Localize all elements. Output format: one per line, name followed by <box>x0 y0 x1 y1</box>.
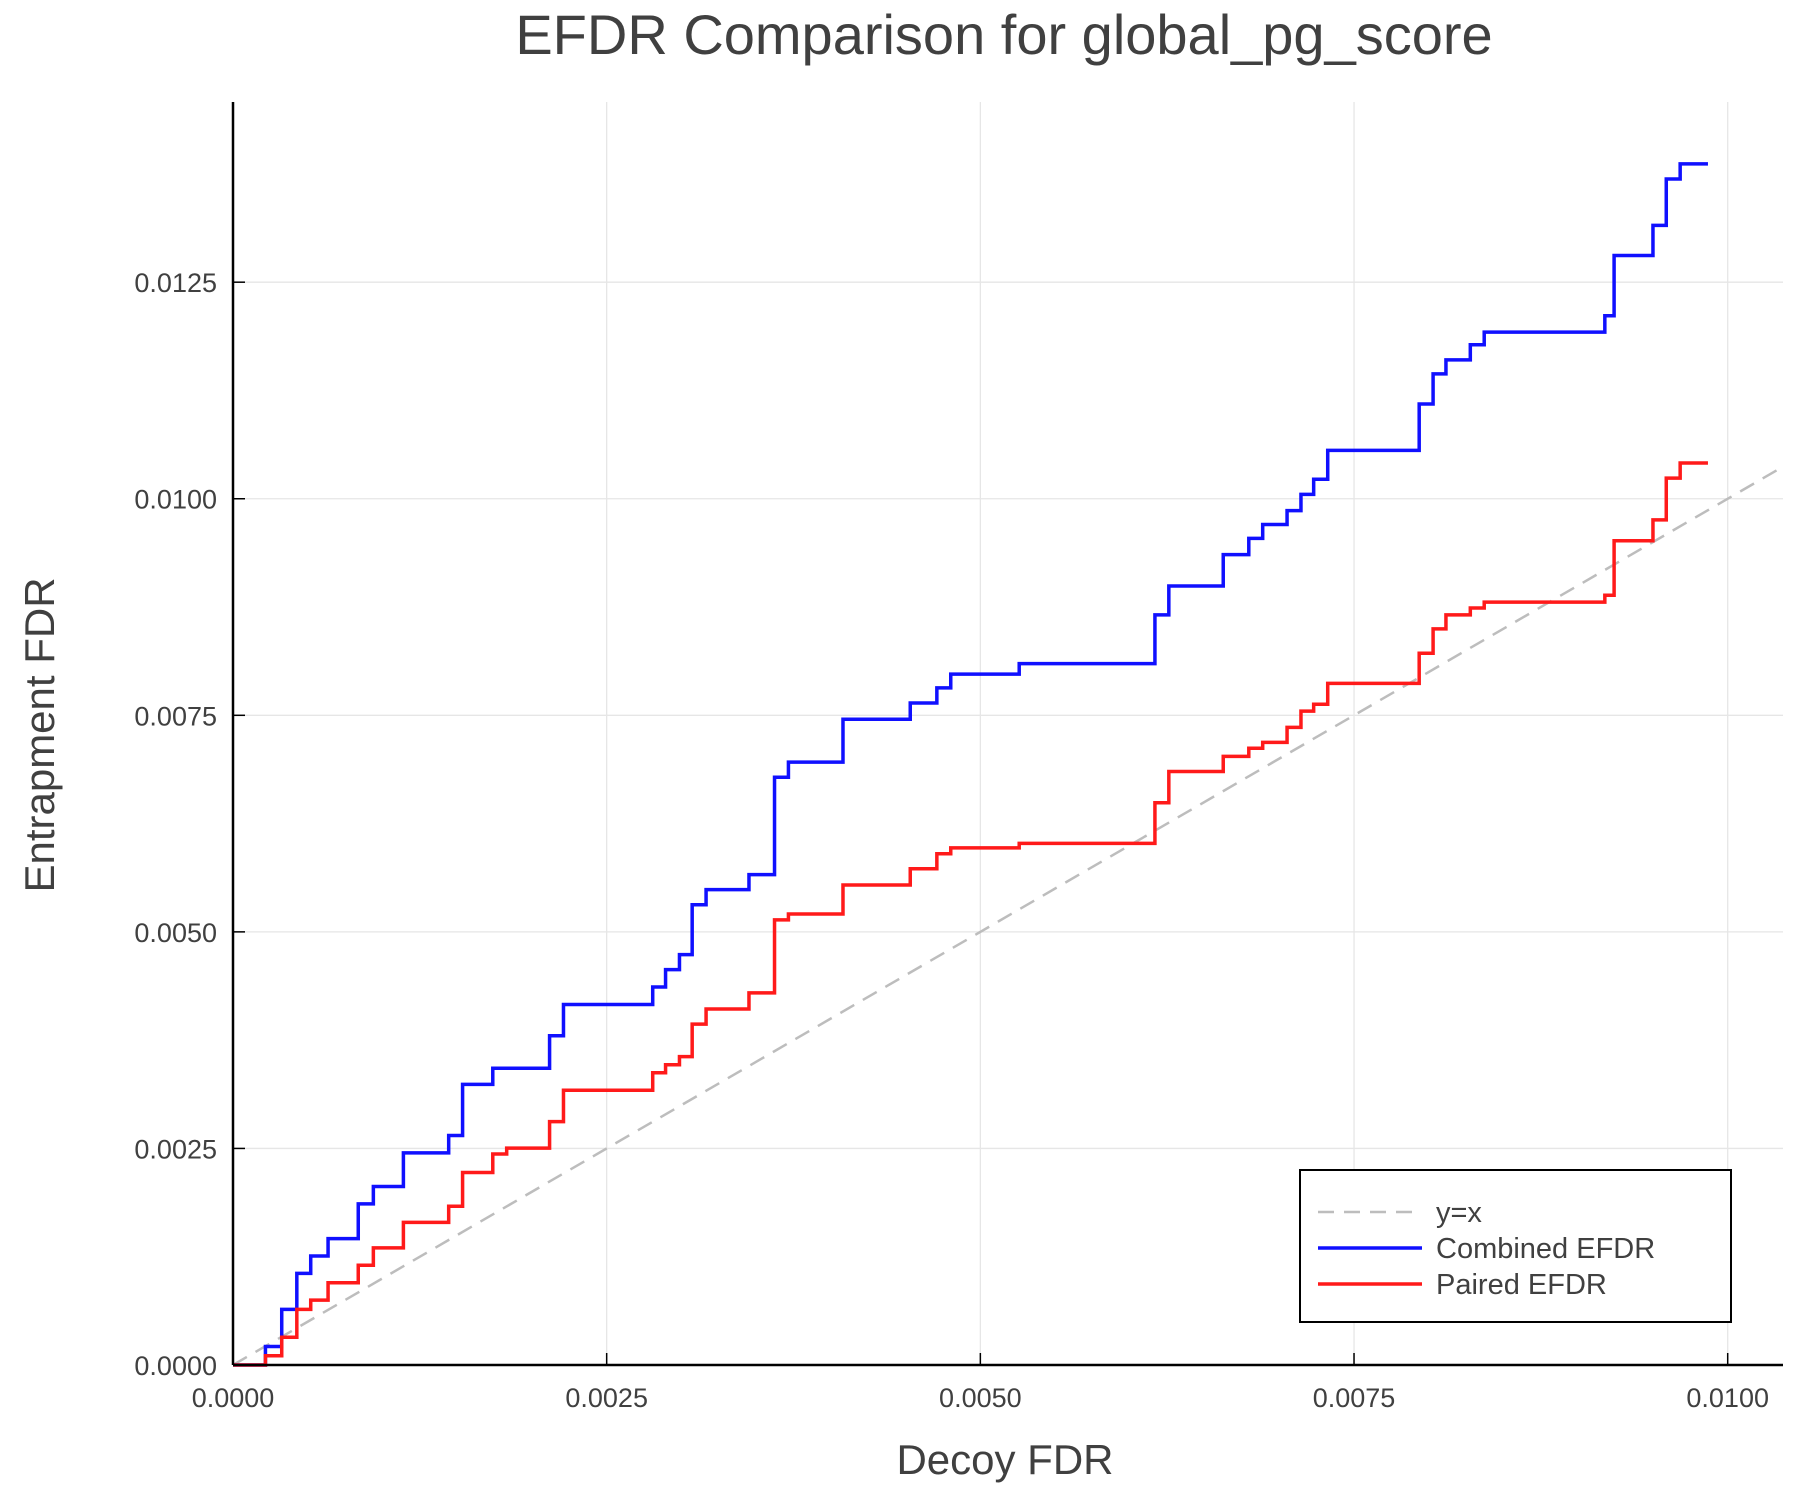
chart-title: EFDR Comparison for global_pg_score <box>515 3 1492 66</box>
x-tick-label: 0.0075 <box>1313 1383 1396 1413</box>
x-axis-label: Decoy FDR <box>896 1436 1113 1483</box>
series-line-combined-efdr <box>233 162 1708 1367</box>
legend-entry-label: Paired EFDR <box>1436 1269 1607 1301</box>
x-tick-label: 0.0050 <box>939 1383 1022 1413</box>
x-tick-label: 0.0000 <box>192 1383 275 1413</box>
series-line-y-equals-x <box>232 465 1784 1367</box>
x-tick-label: 0.0100 <box>1686 1383 1769 1413</box>
y-tick-label: 0.0000 <box>134 1351 217 1381</box>
series-layer <box>232 162 1784 1367</box>
legend-entry-label: Combined EFDR <box>1436 1233 1655 1265</box>
tick-labels: 0.0000 0.0025 0.0050 0.0075 0.0100 0.0000 0.00… <box>134 268 1769 1413</box>
series-line-paired-efdr <box>233 461 1708 1367</box>
y-axis-label: Entrapment FDR <box>16 577 63 892</box>
y-tick-label: 0.0025 <box>134 1134 217 1164</box>
y-tick-label: 0.0050 <box>134 918 217 948</box>
y-tick-label: 0.0075 <box>134 701 217 731</box>
y-tick-label: 0.0100 <box>134 485 217 515</box>
legend-box <box>1299 1169 1732 1323</box>
axes <box>231 102 1783 1367</box>
legend: y=x Combined EFDR Paired EFDR <box>1299 1169 1732 1323</box>
y-tick-label: 0.0125 <box>134 268 217 298</box>
x-tick-label: 0.0025 <box>565 1383 648 1413</box>
legend-entry-label: y=x <box>1436 1197 1482 1229</box>
